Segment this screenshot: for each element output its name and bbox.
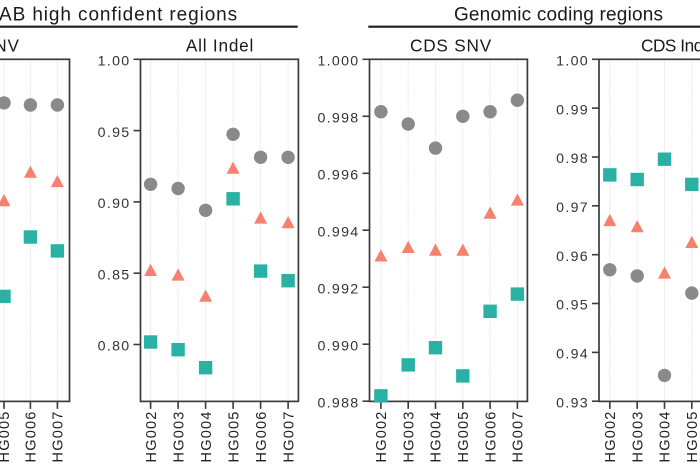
svg-text:1.000: 1.000 [317,54,359,70]
svg-text:0.94: 0.94 [556,347,589,363]
svg-text:0.85: 0.85 [98,267,131,283]
svg-text:All SNV: All SNV [0,36,20,56]
svg-text:0.992: 0.992 [317,281,359,297]
svg-text:GIAB high confident regions: GIAB high confident regions [0,5,238,26]
svg-text:0.994: 0.994 [317,224,359,240]
svg-text:0.990: 0.990 [317,338,359,354]
svg-text:Genomic coding regions: Genomic coding regions [454,5,663,26]
svg-text:HG007: HG007 [511,411,527,463]
svg-text:0.98: 0.98 [556,151,589,167]
svg-text:All Indel: All Indel [186,36,254,56]
svg-text:HG003: HG003 [171,411,187,463]
svg-text:CDS SNV: CDS SNV [410,36,492,56]
svg-text:HG006: HG006 [24,411,40,463]
svg-text:0.95: 0.95 [556,298,589,314]
svg-text:HG006: HG006 [483,411,499,463]
svg-text:HG002: HG002 [144,411,160,463]
svg-text:0.97: 0.97 [556,200,589,216]
svg-text:0.80: 0.80 [98,339,131,355]
svg-text:0.996: 0.996 [317,168,359,184]
svg-text:0.90: 0.90 [98,196,131,212]
svg-text:1.00: 1.00 [556,54,589,70]
svg-text:HG005: HG005 [456,411,472,463]
svg-text:HG004: HG004 [429,411,445,463]
svg-text:HG002: HG002 [374,411,390,463]
svg-text:0.988: 0.988 [317,395,359,411]
svg-text:HG002: HG002 [603,411,619,463]
svg-text:HG005: HG005 [226,411,242,463]
svg-text:0.93: 0.93 [556,395,589,411]
svg-text:HG007: HG007 [51,411,67,463]
svg-text:1.00: 1.00 [98,54,131,70]
svg-text:HG005: HG005 [685,411,700,463]
svg-text:0.96: 0.96 [556,249,589,265]
svg-text:HG004: HG004 [199,411,215,463]
svg-text:HG007: HG007 [281,411,297,463]
svg-text:HG005: HG005 [0,411,13,463]
svg-text:HG003: HG003 [630,411,646,463]
svg-text:CDS Indel: CDS Indel [641,36,700,56]
svg-text:0.95: 0.95 [98,125,131,141]
svg-text:0.998: 0.998 [317,111,359,127]
svg-text:HG006: HG006 [254,411,270,463]
svg-text:0.99: 0.99 [556,102,589,118]
svg-text:HG004: HG004 [658,411,674,463]
svg-text:HG003: HG003 [401,411,417,463]
